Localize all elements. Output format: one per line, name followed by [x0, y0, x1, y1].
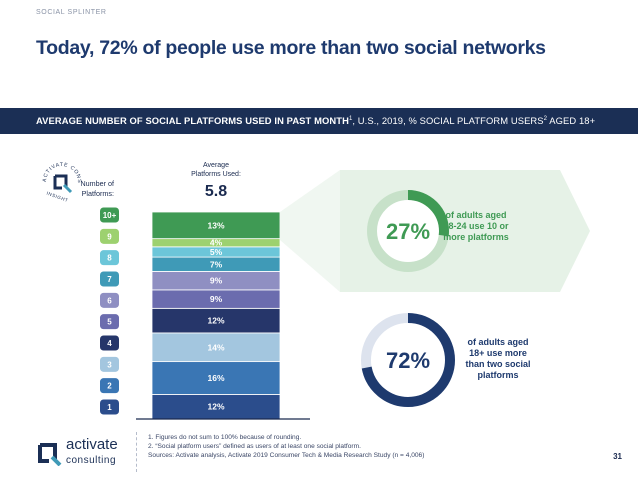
band-sup2: 2: [543, 115, 548, 122]
bar-label-1: 12%: [207, 402, 224, 412]
category-label-7: 7: [107, 275, 112, 284]
category-label-5: 5: [107, 318, 112, 327]
band-part2: , U.S., 2019, % SOCIAL PLATFORM USERS: [352, 115, 544, 126]
bar-segment-2: [151, 361, 281, 395]
activate-logo-mark-icon: [38, 443, 62, 466]
callout-ring-fill-2: [361, 313, 455, 407]
footer-divider: [136, 432, 138, 472]
average-label-line1: Average: [203, 162, 229, 169]
axis-title-line1: Number of: [80, 179, 114, 188]
bar-segment-1: [151, 394, 281, 420]
category-label-4: 4: [107, 339, 112, 348]
section-label: SOCIAL SPLINTER: [36, 9, 107, 16]
bar-label-9: 4%: [210, 238, 223, 248]
average-label-line2: Platforms Used:: [191, 171, 241, 178]
logo-word-consulting: consulting: [66, 455, 117, 466]
bar-label-8: 5%: [210, 247, 223, 257]
bar-segment-10plus: [151, 211, 281, 240]
subtitle-band: AVERAGE NUMBER OF SOCIAL PLATFORMS USED …: [0, 108, 638, 134]
footnote-sources: Sources: Activate analysis, Activate 201…: [148, 452, 425, 459]
page-number: 31: [613, 452, 622, 461]
category-badge-1: [100, 399, 119, 415]
category-badge-2: [100, 378, 119, 394]
category-badge-8: [100, 250, 119, 266]
footnote-2: 2. “Social platform users” defined as us…: [148, 443, 361, 450]
bar-label-7: 7%: [210, 259, 223, 269]
callout-connector: [280, 170, 340, 292]
bar-segment-3: [151, 332, 281, 363]
callout-text-1: of adults aged 18-24 use 10 or more platfo…: [443, 210, 509, 242]
category-badge-7: [100, 271, 119, 287]
category-badge-3: [100, 356, 119, 372]
footnotes: 1. Figures do not sum to 100% because of…: [148, 433, 424, 460]
bar-label-10plus: 13%: [207, 220, 224, 230]
band-part1: AVERAGE NUMBER OF SOCIAL PLATFORMS USED …: [36, 115, 349, 126]
consumer-insight-seal-icon: ACTIVATE CONSUMER INSIGHT: [38, 158, 85, 205]
page-title: Today, 72% of people use more than two s…: [36, 37, 546, 59]
category-label-3: 3: [107, 360, 112, 369]
category-badge-4: [100, 335, 119, 351]
average-group: Average Platforms Used: 5.8: [191, 162, 241, 200]
logo-word-activate: activate: [66, 436, 118, 453]
category-badge-6: [100, 292, 119, 308]
footnote-1: 1. Figures do not sum to 100% because of…: [148, 434, 302, 441]
category-label-1: 1: [107, 403, 112, 412]
callout-ring-fill-1: [367, 190, 449, 272]
category-label-9: 9: [107, 232, 112, 241]
bar-label-6: 9%: [210, 276, 223, 286]
axis-title-group: Number of Platforms:: [80, 179, 114, 198]
bar-label-4: 12%: [207, 316, 224, 326]
axis-title-line2: Platforms:: [82, 189, 114, 198]
average-value: 5.8: [205, 183, 227, 200]
category-label-6: 6: [107, 296, 112, 305]
category-label-2: 2: [107, 382, 112, 391]
category-label-10plus: 10+: [103, 211, 117, 220]
band-text: AVERAGE NUMBER OF SOCIAL PLATFORMS USED …: [36, 115, 595, 126]
category-badge-10plus: [100, 207, 119, 223]
callout-text-2: of adults aged 18+ use more than two socia…: [465, 337, 530, 380]
callout-value-1: 27%: [386, 219, 430, 244]
callout-value-2: 72%: [386, 348, 430, 373]
bar-label-5: 9%: [210, 294, 223, 304]
category-badge-9: [100, 228, 119, 244]
bar-label-3: 14%: [207, 342, 224, 352]
category-label-8: 8: [107, 254, 112, 263]
bar-segment-4: [151, 307, 281, 334]
category-badge-5: [100, 314, 119, 330]
bar-label-2: 16%: [207, 373, 224, 383]
band-sup1: 1: [348, 115, 353, 122]
band-part3: AGED 18+: [547, 115, 596, 126]
activate-logo: activate consulting: [36, 436, 136, 472]
